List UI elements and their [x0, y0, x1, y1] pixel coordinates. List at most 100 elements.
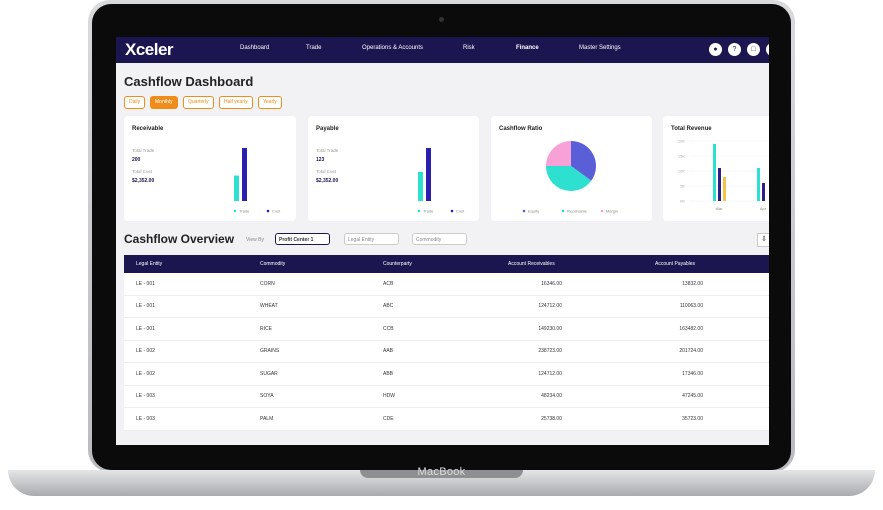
table-cell: 25738.00	[541, 415, 562, 422]
bar	[713, 144, 716, 201]
card-title: Receivable	[132, 126, 164, 132]
settings-icon[interactable]: □	[747, 43, 760, 56]
period-button[interactable]: Half yearly	[219, 96, 253, 109]
table-cell: ABB	[383, 370, 394, 377]
table-cell: 149230.00	[538, 325, 562, 332]
y-tick-label: 5K	[680, 184, 685, 189]
table-row[interactable]: LE - 001 WHEAT ABC 124712.00 110063.00	[124, 296, 769, 318]
table-cell: ABC	[383, 303, 394, 310]
filter-select[interactable]: Commodity	[412, 233, 467, 245]
stat-label: Total Trade	[316, 148, 339, 153]
stat-label: Total Trade	[132, 148, 155, 153]
table-cell: 110063.00	[679, 303, 703, 310]
table-cell: 13832.00	[682, 280, 703, 287]
table-cell: GRAINS	[260, 348, 280, 355]
column-header: Account Receivables	[508, 261, 555, 267]
nav-item[interactable]: Risk	[463, 45, 475, 51]
filter-select[interactable]: Profit Center 1	[275, 233, 330, 245]
table-row[interactable]: LE - 002 GRAINS AAB 238723.00 201724.00	[124, 341, 769, 363]
period-button[interactable]: Monthly	[150, 96, 178, 109]
camera	[439, 17, 444, 22]
filter-select[interactable]: Legal Entity	[344, 233, 399, 245]
legend-dot	[561, 209, 565, 213]
table-cell: 163482.00	[679, 325, 703, 332]
stat-value: $2,352.00	[316, 178, 338, 184]
nav-item[interactable]: Master Settings	[579, 45, 621, 51]
period-button[interactable]: Quarterly	[183, 96, 214, 109]
table-cell: CORN	[260, 280, 275, 287]
period-button[interactable]: Yearly	[258, 96, 282, 109]
table-cell: CDE	[383, 415, 394, 422]
section-title: Cashflow Overview	[124, 232, 235, 246]
card-chart: Total Revenue 0K 5K 10K 15K 20K Mar Apr	[671, 126, 769, 211]
pie-slice	[546, 166, 592, 191]
card: Receivable Total Trade 200 Total Cost $2,352…	[124, 116, 296, 221]
help-icon[interactable]: ?	[728, 43, 741, 56]
card-chart: Receivable Total Trade 200 Total Cost $2,352…	[132, 126, 281, 214]
table-cell: AAB	[383, 348, 394, 355]
bar	[426, 148, 431, 201]
y-tick-label: 10K	[678, 169, 685, 174]
bar	[762, 183, 765, 201]
legend-label: Receivable	[567, 209, 588, 214]
download-button[interactable]: ⇩	[757, 233, 769, 247]
bar	[418, 171, 423, 201]
column-header: Legal Entity	[136, 261, 163, 267]
table-header: Legal Entity Commodity Counterparty Account…	[124, 255, 769, 273]
nav-bar: Xceler ● ? □ Dashboard Trade Operations & …	[116, 37, 769, 63]
stat-value: $2,352.00	[132, 178, 154, 184]
legend-dot	[450, 209, 454, 213]
table-cell: SOYA	[260, 393, 274, 400]
nav-item[interactable]: Trade	[306, 45, 322, 51]
table-cell: HDW	[383, 393, 395, 400]
table-cell: 201724.00	[679, 348, 703, 355]
legend-label: Cost	[272, 209, 281, 214]
table-cell: CCB	[383, 325, 394, 332]
view-by-label: View By	[246, 237, 264, 243]
table-cell: 48234.00	[541, 393, 562, 400]
y-tick-label: 15K	[678, 154, 685, 159]
table-cell: 35723.00	[682, 415, 703, 422]
y-tick-label: 20K	[678, 139, 685, 144]
pie-slice	[571, 141, 596, 181]
table-cell: ACB	[383, 280, 394, 287]
nav-item[interactable]: Dashboard	[240, 45, 270, 51]
table-cell: LE - 001	[136, 303, 155, 310]
table-cell: 17346.00	[682, 370, 703, 377]
legend-dot	[233, 209, 237, 213]
stat-value: 200	[132, 157, 141, 163]
table-cell: LE - 002	[136, 348, 155, 355]
table-cell: 47245.00	[682, 393, 703, 400]
legend-label: Equity	[528, 209, 539, 214]
nav-item[interactable]: Finance	[516, 45, 539, 51]
table-cell: 238723.00	[538, 348, 562, 355]
legend-dot	[417, 209, 421, 213]
table-cell: RICE	[260, 325, 272, 332]
table-cell: 124712.00	[538, 370, 562, 377]
table-row[interactable]: LE - 003 SOYA HDW 48234.00 47245.00	[124, 386, 769, 408]
stat-value: 123	[316, 157, 325, 163]
legend-label: Trade	[239, 209, 250, 214]
legend-dot	[522, 209, 526, 213]
table-cell: LE - 001	[136, 280, 155, 287]
table-cell: LE - 001	[136, 325, 155, 332]
card-title: Cashflow Ratio	[499, 126, 543, 132]
avatar[interactable]	[766, 43, 769, 56]
card-chart: Cashflow Ratio Equity Receivable Margin	[499, 126, 618, 214]
card: Total Revenue 0K 5K 10K 15K 20K Mar Apr	[663, 116, 769, 221]
notification-icon[interactable]: ●	[709, 43, 722, 56]
x-tick-label: Mar	[716, 206, 724, 211]
table-row[interactable]: LE - 003 PALM CDE 25738.00 35723.00	[124, 408, 769, 431]
table-row[interactable]: LE - 001 RICE CCB 149230.00 163482.00	[124, 318, 769, 341]
pie-slice	[546, 141, 571, 166]
nav-item[interactable]: Operations & Accounts	[362, 45, 424, 51]
card-title: Total Revenue	[671, 126, 712, 132]
period-button[interactable]: Daily	[124, 96, 146, 109]
legend-label: Cost	[456, 209, 465, 214]
table-row[interactable]: LE - 001 CORN ACB 16346.00 13832.00	[124, 273, 769, 296]
table-row[interactable]: LE - 002 SUGAR ABB 124712.00 17346.00	[124, 363, 769, 386]
bar	[718, 168, 721, 201]
page-title: Cashflow Dashboard	[124, 74, 254, 89]
logo[interactable]: Xceler	[125, 40, 174, 59]
